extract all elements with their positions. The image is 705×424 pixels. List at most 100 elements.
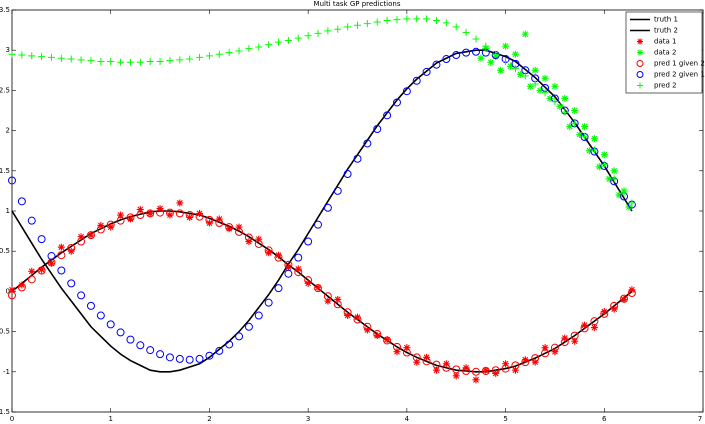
marker: [274, 284, 283, 293]
marker: [432, 16, 440, 24]
marker: [136, 58, 144, 66]
marker: [106, 220, 115, 229]
legend-swatch: [636, 60, 644, 67]
marker: [225, 49, 233, 57]
marker: [215, 346, 224, 355]
marker: [516, 70, 524, 78]
marker: [97, 57, 105, 65]
marker: [97, 221, 105, 229]
marker: [576, 131, 584, 139]
marker: [146, 346, 155, 355]
marker: [413, 15, 421, 23]
marker: [511, 366, 519, 374]
y-tick-label: 0: [6, 287, 10, 295]
legend-swatch: [636, 71, 644, 78]
marker: [86, 231, 95, 240]
marker: [274, 253, 283, 262]
x-tick-label: 4: [405, 415, 410, 423]
marker: [561, 334, 569, 342]
marker: [482, 42, 490, 50]
marker: [275, 251, 283, 259]
legend-label: data 2: [654, 49, 676, 57]
marker: [8, 291, 16, 300]
x-tick-label: 7: [698, 415, 702, 423]
y-tick-label: 2.5: [0, 86, 10, 94]
marker: [536, 86, 544, 94]
marker: [551, 348, 559, 356]
marker: [245, 45, 253, 53]
marker: [235, 227, 244, 236]
marker: [205, 351, 214, 360]
marker: [107, 57, 115, 65]
marker: [254, 311, 263, 320]
marker: [87, 57, 95, 65]
marker: [324, 297, 332, 305]
y-tick-label: 3.5: [0, 6, 10, 14]
marker: [156, 350, 165, 359]
marker: [531, 80, 539, 88]
x-tick-label: 1: [108, 415, 112, 423]
marker: [37, 266, 46, 275]
marker: [225, 223, 234, 232]
marker: [67, 279, 76, 288]
marker: [403, 15, 411, 23]
y-tick-label: -1.5: [0, 408, 10, 416]
marker: [333, 300, 342, 309]
marker: [8, 286, 16, 294]
marker: [314, 220, 323, 229]
chart-title: Multi task GP predictions: [314, 0, 401, 8]
marker: [57, 243, 65, 251]
marker: [284, 263, 292, 271]
x-tick-label: 3: [306, 415, 310, 423]
marker: [185, 211, 194, 220]
marker: [610, 175, 618, 183]
marker: [600, 151, 608, 159]
marker: [244, 233, 253, 242]
marker: [314, 283, 322, 291]
marker: [245, 238, 253, 246]
marker: [551, 98, 559, 106]
legend-label: truth 2: [654, 27, 678, 35]
marker: [275, 38, 283, 46]
marker: [472, 376, 480, 384]
marker: [117, 58, 125, 66]
marker: [471, 47, 480, 56]
marker: [442, 19, 450, 27]
marker: [610, 167, 618, 175]
marker: [304, 276, 313, 285]
marker: [383, 336, 392, 345]
marker: [17, 283, 26, 292]
marker: [392, 98, 401, 107]
marker: [541, 74, 549, 82]
marker: [541, 349, 550, 358]
marker: [117, 211, 125, 219]
marker: [590, 317, 599, 326]
marker: [600, 160, 608, 168]
marker: [590, 135, 598, 143]
marker: [402, 87, 411, 96]
marker: [77, 291, 86, 300]
marker: [541, 344, 549, 352]
y-tick-label: 2: [6, 127, 10, 135]
marker: [590, 324, 598, 332]
marker: [502, 42, 510, 50]
marker: [492, 50, 500, 58]
marker: [146, 209, 154, 217]
marker: [581, 132, 589, 140]
marker: [373, 124, 382, 133]
marker: [627, 289, 636, 298]
marker: [67, 55, 75, 63]
marker: [67, 243, 76, 252]
marker: [600, 308, 608, 315]
marker: [452, 372, 460, 380]
legend-swatch: [637, 49, 643, 56]
marker: [344, 23, 352, 31]
marker: [605, 175, 613, 183]
marker: [156, 208, 165, 217]
marker: [628, 199, 636, 207]
marker: [571, 337, 579, 345]
marker: [353, 154, 362, 163]
marker: [284, 269, 293, 278]
marker: [570, 331, 579, 340]
marker: [205, 52, 213, 60]
